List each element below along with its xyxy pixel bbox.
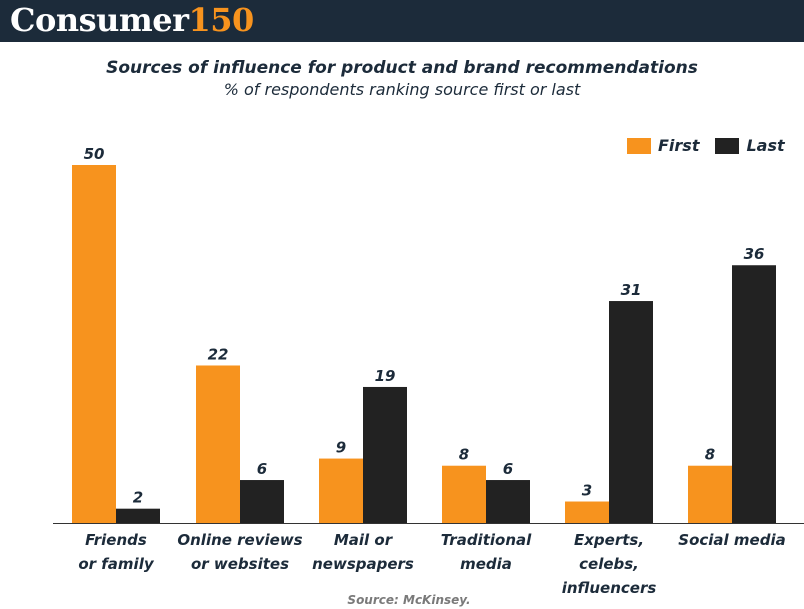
bar-last-3 — [486, 480, 530, 523]
chart-title: Sources of influence for product and bra… — [106, 58, 698, 78]
category-label-1-1: or websites — [191, 555, 289, 573]
category-label-3-1: media — [460, 555, 512, 573]
chart-subtitle: % of respondents ranking source first or… — [223, 80, 581, 99]
legend-item-last: Last — [715, 136, 785, 155]
data-label-last-4: 31 — [621, 281, 642, 299]
bar-last-5 — [732, 265, 776, 523]
bar-first-5 — [688, 465, 732, 523]
data-label-last-0: 2 — [133, 489, 143, 507]
legend-swatch-first — [627, 137, 651, 154]
data-label-last-1: 6 — [257, 460, 267, 478]
category-label-4-0: Experts, — [574, 531, 644, 549]
category-label-4-2: influencers — [562, 579, 657, 597]
category-label-4-1: celebs, — [579, 555, 639, 573]
data-label-last-2: 19 — [375, 367, 396, 385]
logo-number: 150 — [188, 1, 254, 39]
data-label-first-5: 8 — [705, 446, 715, 464]
legend-label-first: First — [658, 136, 700, 155]
category-label-2-1: newspapers — [312, 555, 414, 573]
source-note: Source: McKinsey. — [347, 593, 471, 607]
bar-last-1 — [240, 480, 284, 523]
bar-first-4 — [565, 501, 609, 523]
legend-item-first: First — [627, 136, 699, 155]
data-label-last-5: 36 — [744, 245, 765, 263]
bar-first-2 — [319, 458, 363, 523]
data-label-first-4: 3 — [582, 482, 592, 500]
bar-last-0 — [116, 508, 160, 523]
category-label-0-0: Friends — [85, 531, 147, 549]
bar-first-1 — [196, 365, 240, 523]
bar-last-2 — [363, 386, 407, 523]
data-label-last-3: 6 — [503, 460, 513, 478]
header-bar: Consumer150 — [0, 0, 804, 42]
legend-label-last: Last — [746, 136, 785, 155]
chart-legend: First Last — [627, 136, 801, 155]
data-label-first-3: 8 — [459, 446, 469, 464]
legend-swatch-last — [715, 137, 740, 154]
data-label-first-0: 50 — [84, 145, 105, 163]
category-label-3-0: Traditional — [441, 531, 532, 549]
logo-word: Consumer — [10, 1, 189, 39]
category-label-5-0: Social media — [678, 531, 785, 549]
category-label-2-0: Mail or — [334, 531, 394, 549]
bar-first-3 — [442, 465, 486, 523]
category-label-1-0: Online reviews — [177, 531, 302, 549]
brand-logo: Consumer150 — [10, 1, 254, 39]
data-label-first-1: 22 — [208, 345, 229, 363]
category-label-0-1: or family — [78, 555, 154, 573]
bar-first-0 — [72, 165, 116, 523]
data-label-first-2: 9 — [336, 439, 346, 457]
bar-last-4 — [609, 301, 653, 523]
